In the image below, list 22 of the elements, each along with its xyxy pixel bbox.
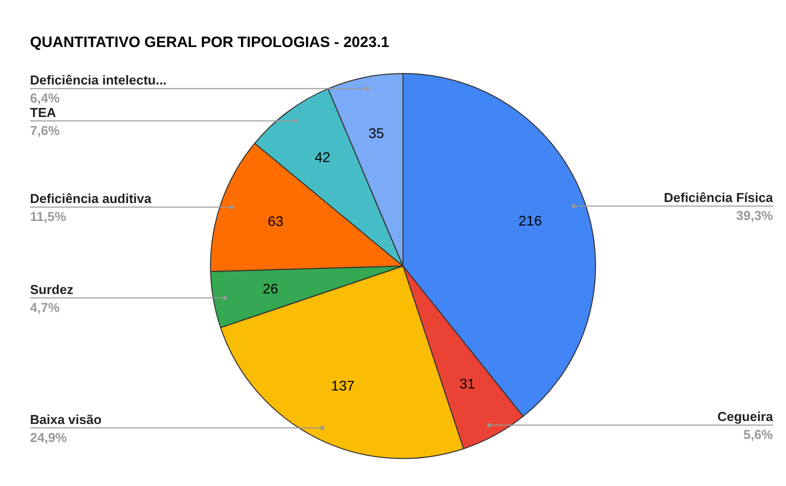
data-label: 216 (518, 212, 542, 228)
slice-label: Deficiência intelectu... (30, 72, 167, 88)
data-label: 42 (314, 148, 331, 165)
text: 7,6% (30, 122, 60, 138)
slice-label: Deficiência Física (664, 190, 774, 206)
slice-label: Cegueira (717, 409, 774, 424)
slice-label: Baixa visão (30, 412, 102, 427)
text: 11,5% (30, 209, 67, 224)
text: 5,6% (743, 427, 774, 442)
data-label: 31 (459, 375, 476, 392)
data-label: 137 (331, 377, 355, 394)
chart-title: QUANTITATIVO GERAL POR TIPOLOGIAS - 2023.1 (30, 34, 390, 51)
slice-label: Deficiência auditiva (30, 191, 152, 206)
text: 24,9% (30, 430, 68, 445)
text: 6,4% (30, 90, 60, 106)
data-label: 35 (368, 124, 384, 141)
slice-label: TEA (30, 104, 57, 120)
text: 4,7% (30, 300, 60, 315)
slice-label: Surdez (30, 282, 74, 297)
text: 39,3% (736, 208, 774, 224)
data-label: 63 (268, 213, 284, 230)
data-label: 26 (262, 280, 278, 297)
